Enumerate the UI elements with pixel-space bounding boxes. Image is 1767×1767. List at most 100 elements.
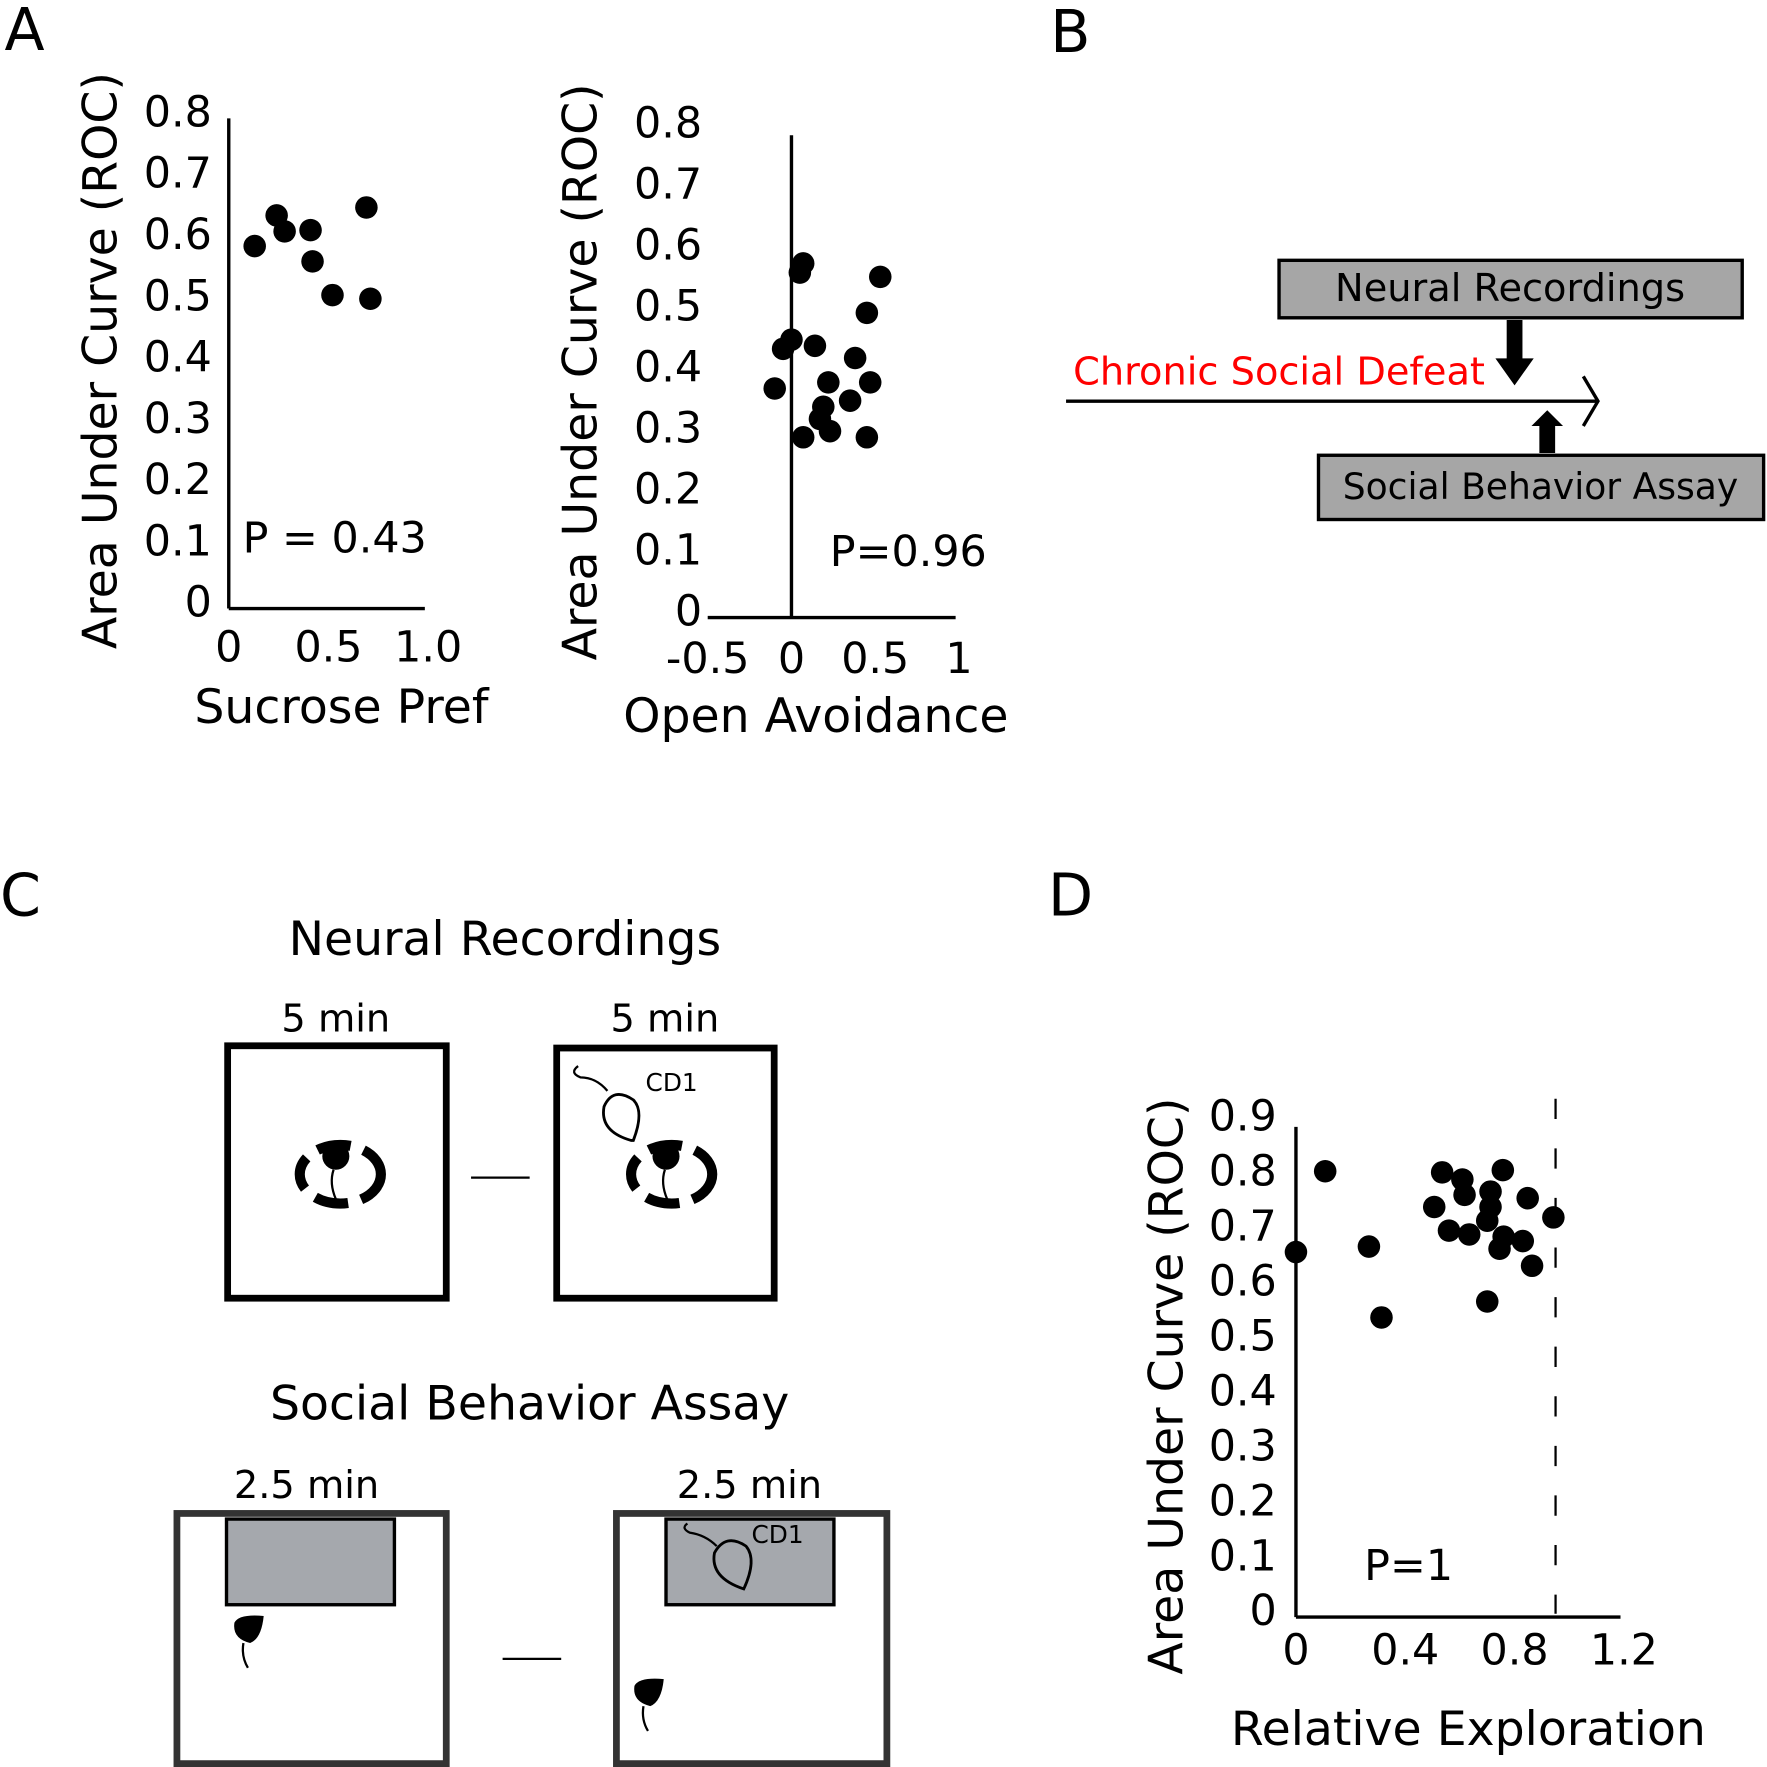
annotation: P = 0.43 (243, 513, 427, 563)
y-tick-label: 0.6 (1209, 1256, 1277, 1306)
point (1457, 1223, 1481, 1246)
point (788, 261, 812, 284)
annotation: P=1 (1364, 1541, 1453, 1591)
section-title: Social Behavior Assay (270, 1376, 789, 1431)
y-tick-label: 0 (675, 587, 702, 637)
arena (173, 1510, 450, 1767)
y-tick-label: 0.1 (634, 526, 702, 576)
point (1437, 1219, 1461, 1242)
x-tick-label: 0.8 (1481, 1626, 1549, 1676)
point (868, 265, 892, 289)
box-label: Social Behavior Assay (1343, 466, 1739, 508)
point (1422, 1195, 1446, 1219)
arrow (1531, 410, 1564, 454)
y-tick-label: 0.1 (1209, 1531, 1277, 1581)
y-tick-label: 0.8 (1209, 1146, 1277, 1196)
x-tick-label: 0 (215, 623, 242, 673)
point (243, 234, 266, 258)
duration: 2.5 min (677, 1463, 822, 1508)
point (803, 334, 827, 358)
tail (683, 1522, 718, 1547)
y-axis-label: Area Under Curve (ROC) (74, 72, 129, 649)
point (1313, 1159, 1337, 1183)
timeline-label: Chronic Social Defeat (1073, 350, 1485, 395)
point (858, 371, 882, 394)
point (1370, 1306, 1393, 1329)
point (299, 218, 322, 242)
mouse (322, 1142, 350, 1170)
y-tick-label: 0.8 (634, 99, 702, 149)
point (1516, 1186, 1539, 1210)
arena (224, 1042, 450, 1302)
annotation: P=0.96 (830, 527, 987, 577)
cd1-label: CD1 (751, 1520, 803, 1549)
tail (573, 1065, 609, 1092)
cd1-label: CD1 (646, 1068, 698, 1097)
point (817, 371, 840, 394)
x-tick-label: 0 (778, 634, 805, 684)
point (855, 426, 879, 449)
panel-label: D (1048, 861, 1093, 929)
y-tick-label: 0.5 (634, 282, 702, 332)
y-tick-label: 0.3 (634, 404, 702, 454)
arrow (1495, 320, 1534, 386)
mouse (634, 1678, 664, 1707)
arena (553, 1044, 778, 1302)
panel-label: C (0, 861, 41, 929)
section-title: Neural Recordings (289, 912, 722, 967)
y-tick-label: 0.8 (144, 87, 212, 137)
point (355, 196, 378, 219)
y-tick-label: 0.1 (144, 516, 212, 566)
cd1-mouse (602, 1093, 641, 1142)
point (1475, 1209, 1499, 1232)
y-tick-label: 0.9 (1209, 1092, 1277, 1142)
point (1430, 1161, 1454, 1184)
x-axis-label: Relative Exploration (1231, 1702, 1706, 1757)
point (1542, 1206, 1565, 1229)
point (301, 250, 324, 273)
y-tick-label: 0.4 (634, 343, 702, 393)
arena (613, 1510, 891, 1767)
tail (641, 1705, 649, 1732)
y-tick-label: 0.6 (634, 221, 702, 271)
y-tick-label: 0.7 (634, 160, 702, 210)
point (1491, 1158, 1515, 1182)
point (321, 283, 344, 307)
duration: 5 min (281, 996, 390, 1041)
x-tick-label: 1.0 (394, 623, 462, 673)
y-tick-label: 0.5 (1209, 1311, 1277, 1361)
point (855, 301, 879, 325)
chamber (224, 1517, 397, 1607)
y-tick-label: 0 (1250, 1586, 1277, 1636)
x-tick-label: 0.5 (294, 623, 362, 673)
point (1453, 1183, 1476, 1207)
panel-label: A (5, 0, 45, 64)
point (1520, 1254, 1544, 1278)
tail (661, 1169, 669, 1200)
y-tick-label: 0 (185, 578, 212, 628)
y-tick-label: 0.4 (144, 333, 212, 383)
cd1-mouse (712, 1539, 753, 1591)
tail (241, 1642, 249, 1669)
point (1511, 1229, 1535, 1253)
point (818, 419, 842, 443)
y-tick-label: 0.2 (144, 455, 212, 505)
panel-label: B (1050, 0, 1090, 66)
arrowhead (1581, 375, 1600, 427)
y-tick-label: 0.7 (144, 149, 212, 199)
x-tick-label: 0 (1282, 1626, 1309, 1676)
y-tick-label: 0.7 (1209, 1201, 1277, 1251)
diagram-b: Neural Recordings Social Behavior Assay … (1066, 258, 1766, 522)
y-axis-label: Area Under Curve (ROC) (1140, 1098, 1195, 1675)
x-tick-label: 0.4 (1371, 1626, 1439, 1676)
x-tick-label: 1 (945, 634, 972, 684)
box-label: Neural Recordings (1335, 266, 1685, 311)
box (1316, 453, 1766, 522)
x-axis-label: Open Avoidance (623, 689, 1008, 744)
y-tick-label: 0.5 (144, 271, 212, 321)
point (1475, 1290, 1499, 1313)
x-axis-label: Sucrose Pref (194, 680, 489, 735)
mouse (652, 1142, 680, 1170)
point (1284, 1240, 1308, 1264)
